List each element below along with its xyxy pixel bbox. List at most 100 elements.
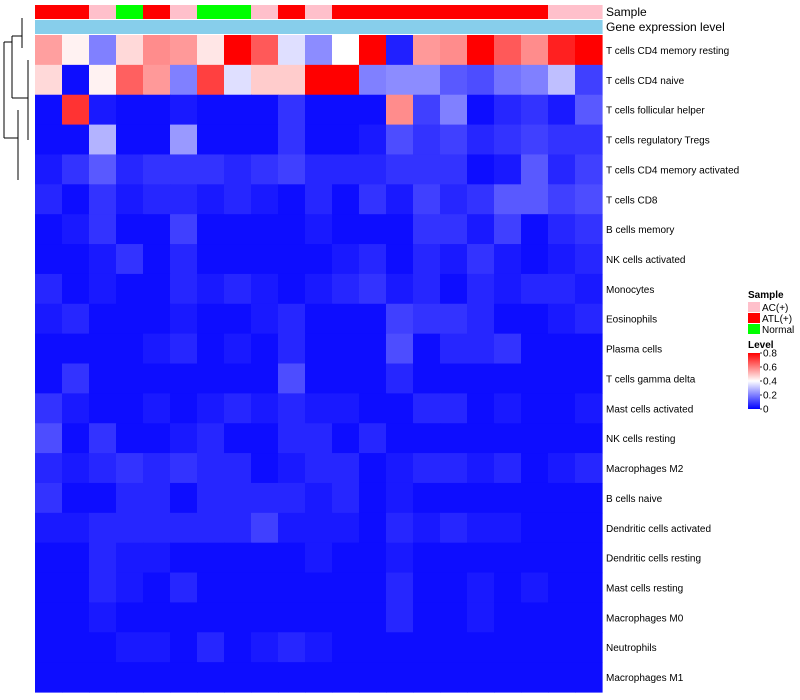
heatmap-cell xyxy=(305,154,333,185)
heatmap-cell xyxy=(548,423,576,454)
heatmap-cell xyxy=(62,482,90,514)
heatmap-cell xyxy=(332,662,360,693)
heatmap-cell xyxy=(197,363,225,394)
heatmap-cell xyxy=(413,662,441,693)
heatmap-cell xyxy=(35,602,63,633)
heatmap-cell xyxy=(386,662,414,693)
row-label: NK cells activated xyxy=(606,255,685,266)
heatmap-cell xyxy=(467,453,495,484)
heatmap-cell xyxy=(386,273,414,305)
heatmap-cell xyxy=(143,572,171,604)
sample-annotation-cell xyxy=(116,5,144,19)
heatmap-cell xyxy=(170,542,198,574)
heatmap-cell xyxy=(35,273,63,305)
heatmap-cell xyxy=(305,512,333,544)
heatmap-cell xyxy=(116,124,144,156)
heatmap-cell xyxy=(305,482,333,514)
gene-annotation-cell xyxy=(575,20,603,34)
row-label: Dendritic cells activated xyxy=(606,524,711,535)
heatmap-cell xyxy=(89,333,117,365)
heatmap-cell xyxy=(386,154,414,185)
heatmap-cell xyxy=(170,214,198,245)
heatmap-cell xyxy=(89,244,117,275)
heatmap-cell xyxy=(251,244,279,275)
heatmap-cell xyxy=(278,453,306,484)
heatmap-cell xyxy=(359,393,387,424)
heatmap-cell xyxy=(278,632,306,663)
heatmap-cell xyxy=(251,184,279,215)
heatmap-cell xyxy=(251,94,279,126)
heatmap-cell xyxy=(305,64,333,96)
heatmap-cell xyxy=(116,273,144,305)
heatmap-cell xyxy=(143,214,171,245)
heatmap-cell xyxy=(548,542,576,574)
heatmap-cell xyxy=(305,423,333,454)
heatmap-cell xyxy=(440,244,468,275)
heatmap-cell xyxy=(332,453,360,484)
heatmap-cell xyxy=(467,423,495,454)
heatmap-cell xyxy=(197,453,225,484)
heatmap-cell xyxy=(278,363,306,394)
heatmap-cell xyxy=(467,572,495,604)
heatmap-cell xyxy=(413,333,441,365)
heatmap-cell xyxy=(575,64,603,96)
heatmap-cell xyxy=(332,423,360,454)
row-label: T cells CD4 naive xyxy=(606,76,685,87)
heatmap-cell xyxy=(359,333,387,365)
legend: Sample AC(+)ATL(+)Normal Level 0.8 0.6 0.4… xyxy=(748,290,794,416)
heatmap-cell xyxy=(467,244,495,275)
gene-annotation-cell xyxy=(494,20,522,34)
heatmap-cell xyxy=(359,632,387,663)
heatmap-cell xyxy=(521,632,549,663)
sample-annotation-cell xyxy=(89,5,117,19)
row-label: Mast cells resting xyxy=(606,583,683,594)
heatmap-cell xyxy=(386,184,414,215)
heatmap-cell xyxy=(413,393,441,424)
heatmap-cell xyxy=(386,333,414,365)
sample-annotation-cell xyxy=(251,5,279,19)
heatmap-cell xyxy=(62,602,90,633)
heatmap-cell xyxy=(62,632,90,663)
heatmap-cell xyxy=(413,214,441,245)
sample-legend-title: Sample xyxy=(748,290,784,301)
heatmap-cell xyxy=(521,94,549,126)
heatmap-cell xyxy=(575,363,603,394)
heatmap-cell xyxy=(251,423,279,454)
heatmap-cell xyxy=(170,453,198,484)
heatmap-cell xyxy=(359,64,387,96)
heatmap-cell xyxy=(170,632,198,663)
heatmap-cell xyxy=(35,214,63,245)
heatmap-cell xyxy=(170,423,198,454)
heatmap-cell xyxy=(62,214,90,245)
heatmap-cell xyxy=(197,94,225,126)
heatmap-cell xyxy=(359,482,387,514)
heatmap-cell xyxy=(305,632,333,663)
sample-annotation-cell xyxy=(359,5,387,19)
gene-annotation-label: Gene expression level xyxy=(606,20,725,34)
heatmap-cell xyxy=(224,453,252,484)
heatmap-cell xyxy=(575,273,603,305)
sample-legend-label: AC(+) xyxy=(762,303,788,314)
heatmap-cell xyxy=(521,184,549,215)
heatmap-cell xyxy=(143,184,171,215)
heatmap-cell xyxy=(224,423,252,454)
heatmap-cell xyxy=(521,124,549,156)
heatmap-cell xyxy=(332,94,360,126)
heatmap-cell xyxy=(575,244,603,275)
heatmap-cell xyxy=(332,273,360,305)
heatmap-cell xyxy=(197,662,225,693)
heatmap-cell xyxy=(89,393,117,424)
heatmap-cell xyxy=(440,124,468,156)
heatmap-cell xyxy=(197,124,225,156)
heatmap-cell xyxy=(89,124,117,156)
heatmap-cell xyxy=(575,602,603,633)
heatmap-cell xyxy=(197,35,225,66)
heatmap-cell xyxy=(197,214,225,245)
heatmap-cell xyxy=(62,572,90,604)
row-label: T cells CD8 xyxy=(606,195,658,206)
heatmap-cell xyxy=(575,124,603,156)
heatmap-cell xyxy=(494,154,522,185)
heatmap-cell xyxy=(413,154,441,185)
heatmap-cell xyxy=(440,214,468,245)
heatmap-cell xyxy=(575,184,603,215)
